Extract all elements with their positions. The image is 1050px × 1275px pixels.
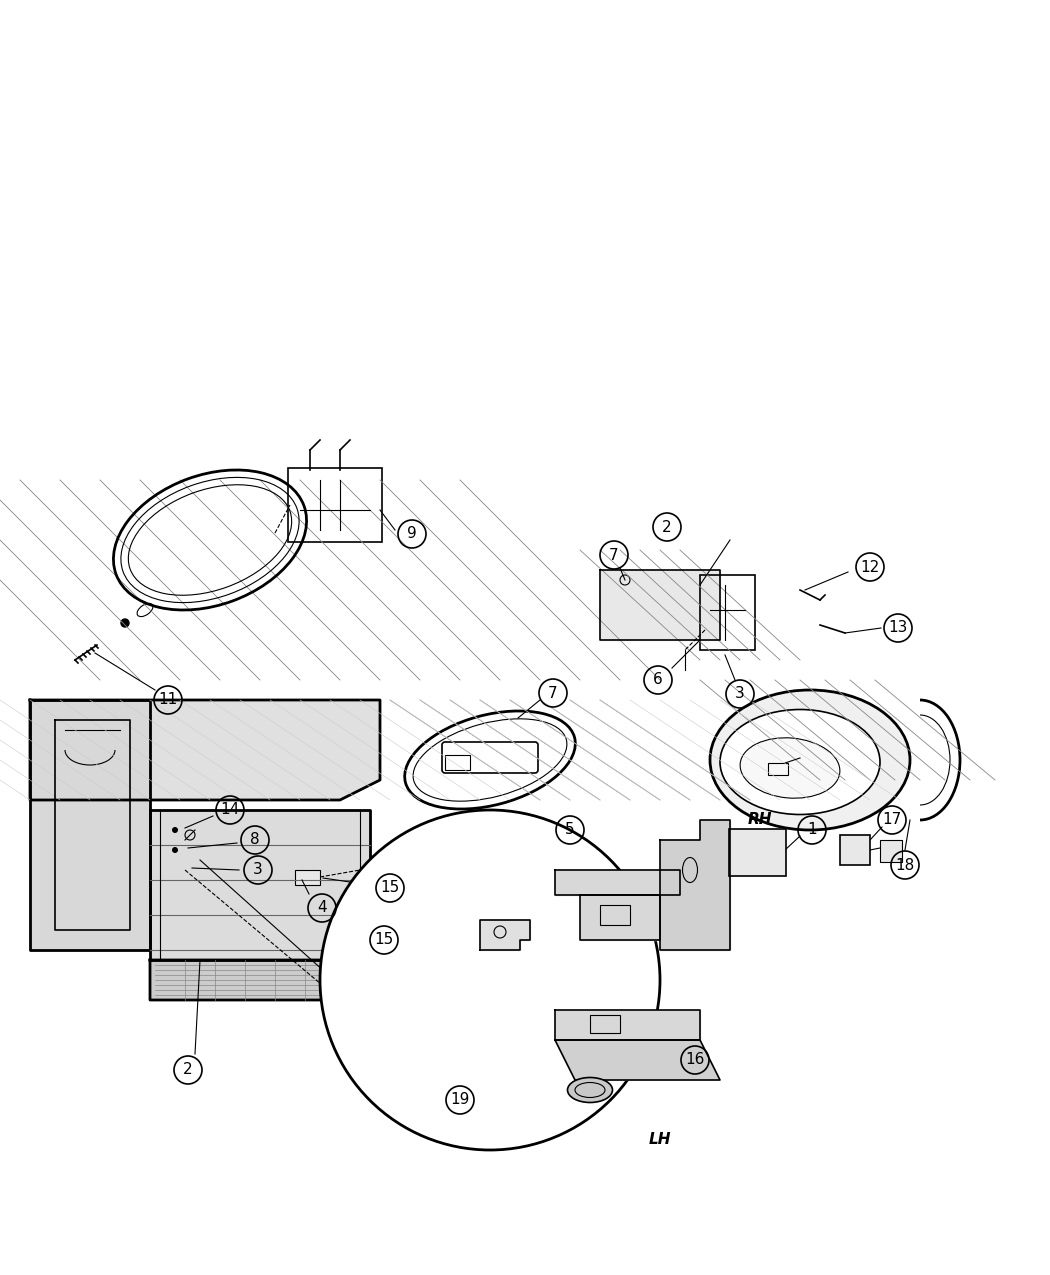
Text: 4: 4: [317, 900, 327, 915]
Circle shape: [172, 847, 179, 853]
Bar: [700, 575, 755, 650]
Text: 18: 18: [896, 858, 915, 872]
Bar: [768, 762, 788, 775]
Circle shape: [121, 618, 129, 627]
Text: 11: 11: [159, 692, 177, 708]
Polygon shape: [150, 810, 370, 960]
Text: 7: 7: [548, 686, 558, 700]
Text: 19: 19: [450, 1093, 469, 1108]
Text: 9: 9: [407, 527, 417, 542]
Polygon shape: [30, 700, 150, 950]
Text: 15: 15: [380, 881, 400, 895]
Bar: [840, 835, 870, 864]
Polygon shape: [600, 570, 720, 640]
Text: 15: 15: [375, 932, 394, 947]
Text: 3: 3: [735, 686, 744, 701]
Circle shape: [172, 827, 179, 833]
Text: 7: 7: [609, 547, 618, 562]
Polygon shape: [660, 820, 730, 950]
Text: 2: 2: [183, 1062, 193, 1077]
Bar: [590, 1015, 619, 1033]
Polygon shape: [555, 870, 680, 895]
Text: 2: 2: [663, 519, 672, 534]
FancyBboxPatch shape: [729, 829, 786, 876]
Ellipse shape: [720, 709, 880, 815]
Polygon shape: [580, 895, 660, 940]
Text: 13: 13: [888, 621, 907, 635]
Text: 8: 8: [250, 833, 259, 848]
Text: 1: 1: [807, 822, 817, 838]
Bar: [600, 905, 630, 924]
Polygon shape: [150, 960, 400, 1000]
Polygon shape: [30, 700, 380, 799]
Bar: [880, 840, 902, 862]
Polygon shape: [555, 1040, 720, 1080]
Ellipse shape: [567, 1077, 612, 1103]
Text: 12: 12: [860, 560, 880, 575]
Text: 6: 6: [653, 672, 663, 687]
Text: LH: LH: [649, 1132, 671, 1148]
Bar: [295, 870, 320, 885]
Text: 17: 17: [882, 812, 902, 827]
Ellipse shape: [740, 738, 840, 798]
Text: 3: 3: [253, 862, 262, 877]
Bar: [445, 755, 470, 770]
Polygon shape: [480, 921, 530, 950]
Text: 16: 16: [686, 1052, 705, 1067]
Ellipse shape: [710, 690, 910, 830]
Text: RH: RH: [748, 812, 772, 827]
Text: 14: 14: [220, 802, 239, 817]
Polygon shape: [555, 1010, 700, 1040]
Circle shape: [320, 810, 660, 1150]
Text: 5: 5: [565, 822, 574, 838]
